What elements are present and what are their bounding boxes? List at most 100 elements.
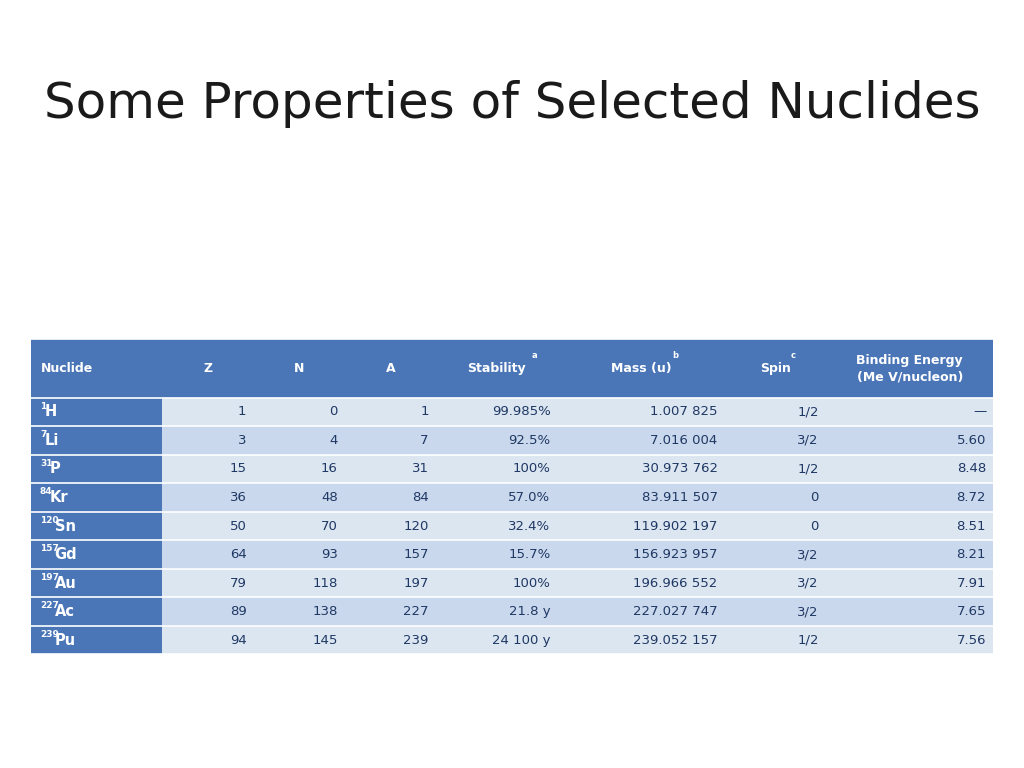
Bar	[558, 339, 725, 398]
Bar	[345, 569, 436, 598]
Text: 24 100 y: 24 100 y	[492, 634, 551, 647]
Bar	[163, 483, 254, 511]
Bar	[254, 426, 345, 455]
Bar	[436, 598, 558, 626]
Bar	[345, 398, 436, 426]
Text: 4: 4	[330, 434, 338, 447]
Bar	[826, 598, 993, 626]
Text: 89: 89	[229, 605, 247, 618]
Text: Pu: Pu	[54, 633, 76, 647]
Bar	[254, 398, 345, 426]
Bar	[558, 398, 725, 426]
Text: 3/2: 3/2	[798, 577, 819, 590]
Bar	[826, 511, 993, 540]
Bar	[826, 398, 993, 426]
Text: 145: 145	[312, 634, 338, 647]
Bar	[826, 339, 993, 398]
Text: 0: 0	[330, 406, 338, 419]
Text: 21.8 y: 21.8 y	[509, 605, 551, 618]
Text: 227: 227	[40, 601, 58, 611]
Bar	[163, 426, 254, 455]
Text: 16: 16	[321, 462, 338, 475]
Text: Li: Li	[45, 433, 59, 448]
Bar	[725, 339, 826, 398]
Text: 31: 31	[40, 458, 52, 468]
Text: 227.027 747: 227.027 747	[633, 605, 718, 618]
Text: 3/2: 3/2	[798, 605, 819, 618]
Bar	[31, 483, 163, 511]
Bar	[163, 398, 254, 426]
Bar	[725, 569, 826, 598]
Bar	[725, 483, 826, 511]
Text: 93: 93	[321, 548, 338, 561]
Bar	[826, 569, 993, 598]
Text: Au: Au	[54, 575, 77, 591]
Bar	[31, 398, 163, 426]
Text: 138: 138	[312, 605, 338, 618]
Text: 48: 48	[321, 491, 338, 504]
Bar	[163, 339, 254, 398]
Text: 1/2: 1/2	[798, 462, 819, 475]
Text: 8.51: 8.51	[956, 519, 986, 532]
Bar	[826, 626, 993, 654]
Bar	[254, 511, 345, 540]
Text: a: a	[531, 351, 538, 360]
Bar	[558, 511, 725, 540]
Bar	[31, 455, 163, 483]
Bar	[31, 540, 163, 569]
Text: 7: 7	[40, 430, 46, 439]
Bar	[163, 569, 254, 598]
Text: 92.5%: 92.5%	[508, 434, 551, 447]
Text: 5.60: 5.60	[956, 434, 986, 447]
Bar	[725, 426, 826, 455]
Text: 100%: 100%	[513, 462, 551, 475]
Text: 120: 120	[40, 516, 58, 525]
Bar	[725, 626, 826, 654]
Bar	[345, 511, 436, 540]
Text: 1: 1	[40, 402, 46, 411]
Text: c: c	[791, 351, 796, 360]
Bar	[31, 569, 163, 598]
Bar	[254, 598, 345, 626]
Text: 8.48: 8.48	[956, 462, 986, 475]
Text: 196.966 552: 196.966 552	[634, 577, 718, 590]
Bar	[163, 511, 254, 540]
Bar	[436, 455, 558, 483]
Bar	[254, 540, 345, 569]
Bar	[254, 483, 345, 511]
Text: 120: 120	[403, 519, 429, 532]
Text: Spin: Spin	[760, 362, 791, 375]
Text: Nuclide: Nuclide	[41, 362, 93, 375]
Text: 197: 197	[40, 573, 59, 582]
Text: 1.007 825: 1.007 825	[650, 406, 718, 419]
Bar	[345, 598, 436, 626]
Text: 7.016 004: 7.016 004	[650, 434, 718, 447]
Text: A: A	[386, 362, 395, 375]
Text: 84: 84	[412, 491, 429, 504]
Bar	[725, 398, 826, 426]
Bar	[254, 339, 345, 398]
Bar	[826, 426, 993, 455]
Text: Some Properties of Selected Nuclides: Some Properties of Selected Nuclides	[44, 80, 980, 127]
Text: 1: 1	[420, 406, 429, 419]
Text: H: H	[45, 405, 57, 419]
Text: 3/2: 3/2	[798, 548, 819, 561]
Text: 7.65: 7.65	[956, 605, 986, 618]
Bar	[31, 426, 163, 455]
Bar	[345, 426, 436, 455]
Text: 64: 64	[229, 548, 247, 561]
Bar	[558, 426, 725, 455]
Text: 239: 239	[40, 630, 58, 639]
Bar	[163, 626, 254, 654]
Text: N: N	[294, 362, 304, 375]
Bar	[436, 626, 558, 654]
Bar	[558, 455, 725, 483]
Bar	[826, 483, 993, 511]
Text: 157: 157	[40, 545, 58, 553]
Bar	[436, 339, 558, 398]
Text: Binding Energy
(Me V/nucleon): Binding Energy (Me V/nucleon)	[856, 354, 963, 383]
Bar	[345, 339, 436, 398]
Text: Kr: Kr	[50, 490, 69, 505]
Text: 7.91: 7.91	[956, 577, 986, 590]
Text: 15.7%: 15.7%	[508, 548, 551, 561]
